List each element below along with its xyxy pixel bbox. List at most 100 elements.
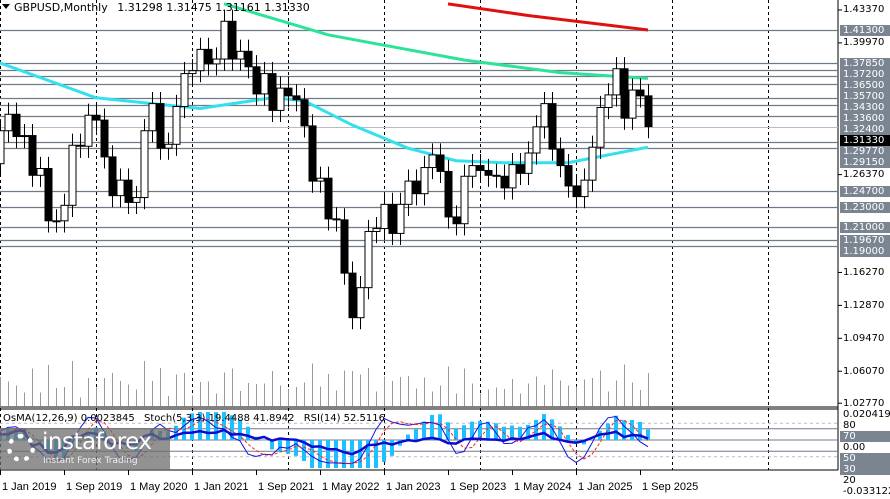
bull-candle [84,114,93,147]
level-label: 1.29150 [840,157,890,168]
level-label: 1.33600 [840,113,890,124]
osma-bar [422,421,426,440]
bear-candle [228,20,237,60]
indicator-max-label: 0.020419 [843,409,890,420]
bear-candle [300,99,309,127]
osma-bar [414,429,418,440]
osma-bar [294,440,298,456]
osma-bar [550,419,554,440]
price-tick-label: 1.43370 [843,4,885,16]
bear-candle [292,95,301,101]
stoch-label: Stoch(5,3,3) 19.4488 41.8942 [143,413,295,424]
bear-candle [572,185,581,198]
bull-candle [588,146,597,181]
bull-candle [612,68,621,96]
osma-bar [478,420,482,440]
osma-bar [510,425,514,440]
bear-candle [252,66,261,95]
bear-candle [412,180,421,195]
osma-bar [630,419,634,440]
price-tick-label: 1.39970 [843,37,885,49]
bear-candle [284,87,293,97]
time-axis-label: 1 Jan 2021 [194,481,249,493]
time-axis-label: 1 May 2024 [514,481,572,493]
osma-bar [406,434,410,440]
bull-candle [52,220,61,223]
level-label: 1.23000 [840,202,890,213]
osma-bar [638,421,642,440]
bull-candle [380,203,389,230]
symbol-dropdown-icon[interactable] [2,4,10,9]
osma-bar [206,412,210,440]
bear-candle [12,113,21,138]
moving-average-line [447,2,649,32]
level-label: 1.19670 [840,235,890,246]
time-axis-label: 1 Sep 2023 [450,481,507,493]
bull-candle [580,179,589,198]
bull-candle [140,130,149,199]
osma-bar [278,440,282,452]
bear-candle [92,114,101,121]
logo-tagline: Instant Forex Trading [43,456,138,466]
bear-candle [620,68,629,119]
osma-bar [566,434,570,440]
osma-bar [558,426,562,440]
time-axis-label: 1 Sep 2019 [66,481,123,493]
bull-candle [60,204,69,222]
osma-bar [374,440,378,468]
bull-candle [0,130,5,165]
bear-candle [76,144,85,147]
bear-candle [452,216,461,225]
osma-bar [526,424,530,440]
bull-candle [468,165,477,177]
bull-candle [420,167,429,195]
bull-candle [364,230,373,289]
osma-bar [390,440,394,456]
osma-bar [446,422,450,440]
osma-bar [494,423,498,440]
osma-bar [182,417,186,440]
osma-bar [518,426,522,440]
bull-candle [460,175,469,225]
osma-bar [198,412,202,440]
price-tick-label: 1.06070 [843,365,885,377]
symbol-label: GBPUSD,Monthly [14,1,108,14]
level-label: 1.36500 [840,80,890,91]
osma-bar [574,440,578,443]
osma-bar [222,412,226,440]
osma-bar [246,426,250,440]
level-label: 1.37200 [840,69,890,80]
bear-candle [388,203,397,234]
osma-bar [462,425,466,440]
bull-candle [396,203,405,234]
bear-candle [500,175,509,189]
level-label: 1.24700 [840,186,890,197]
osma-bar [214,412,218,440]
bear-candle [484,169,493,176]
bear-candle [636,89,645,97]
osma-bar [438,414,442,440]
bull-candle [212,58,221,65]
bear-candle [492,174,501,177]
level-label: 1.37850 [840,58,890,69]
osma-bar [646,429,650,440]
bear-candle [108,156,117,197]
time-axis-label: 1 Jan 2023 [386,481,441,493]
osma-bar [310,440,314,468]
bear-candle [348,272,357,319]
osma-bar [430,414,434,440]
bear-candle [332,218,341,221]
indicator-header: OsMA(12,26,9) 0.0023845 Stoch(5,3,3) 19.… [3,413,391,424]
osma-bar [318,440,322,468]
bull-candle [404,180,413,205]
bear-candle [44,168,53,222]
osma-bar [230,415,234,440]
bear-candle [204,48,213,65]
bear-candle [340,219,349,274]
indicator-level-label: 20 [843,475,856,486]
bear-candle [28,135,37,176]
bull-candle [116,179,125,197]
indicator-level-label: 70 [840,431,890,442]
bull-candle [532,126,541,154]
